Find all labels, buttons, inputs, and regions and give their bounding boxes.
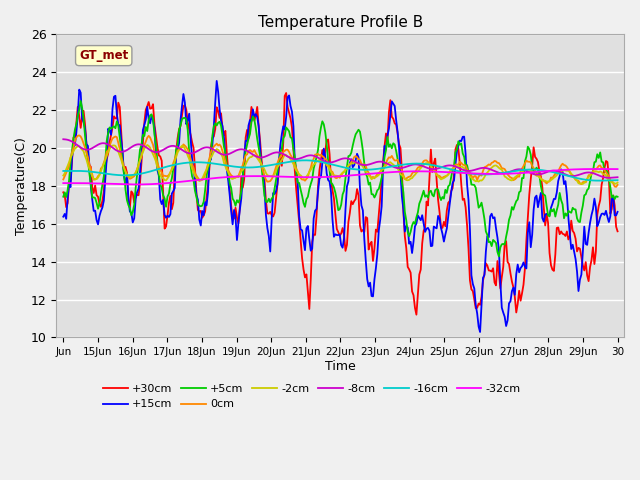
-2cm bbox=[579, 181, 587, 187]
-32cm bbox=[133, 181, 141, 187]
Line: -16cm: -16cm bbox=[63, 160, 618, 180]
-2cm bbox=[612, 181, 620, 187]
-8cm bbox=[537, 171, 545, 177]
-8cm bbox=[95, 141, 103, 147]
-2cm bbox=[95, 172, 103, 178]
+5cm bbox=[77, 98, 84, 104]
+5cm bbox=[495, 253, 503, 259]
-8cm bbox=[78, 145, 86, 151]
-32cm bbox=[538, 168, 546, 174]
+5cm bbox=[456, 142, 463, 147]
-32cm bbox=[592, 166, 600, 172]
Line: 0cm: 0cm bbox=[63, 135, 618, 187]
-2cm bbox=[614, 180, 621, 186]
0cm bbox=[456, 159, 463, 165]
Line: -32cm: -32cm bbox=[63, 169, 618, 184]
-32cm bbox=[60, 180, 67, 186]
-8cm bbox=[611, 175, 618, 180]
-32cm bbox=[456, 170, 463, 176]
+30cm bbox=[95, 201, 103, 207]
-8cm bbox=[614, 174, 621, 180]
-8cm bbox=[344, 156, 352, 162]
-16cm bbox=[346, 166, 354, 171]
-2cm bbox=[78, 147, 86, 153]
-32cm bbox=[78, 180, 86, 186]
+15cm bbox=[614, 209, 621, 215]
+5cm bbox=[60, 194, 67, 200]
0cm bbox=[80, 141, 88, 146]
-32cm bbox=[612, 166, 620, 172]
+5cm bbox=[80, 116, 88, 122]
Y-axis label: Temperature(C): Temperature(C) bbox=[15, 137, 28, 235]
0cm bbox=[76, 132, 83, 138]
+30cm bbox=[346, 210, 354, 216]
-16cm bbox=[614, 177, 621, 183]
Title: Temperature Profile B: Temperature Profile B bbox=[258, 15, 423, 30]
-32cm bbox=[95, 180, 103, 186]
+5cm bbox=[346, 153, 354, 158]
+30cm bbox=[540, 204, 548, 210]
+30cm bbox=[282, 90, 290, 96]
Line: +5cm: +5cm bbox=[63, 101, 618, 256]
+15cm bbox=[540, 219, 548, 225]
-8cm bbox=[605, 175, 612, 180]
-16cm bbox=[78, 168, 86, 174]
-16cm bbox=[612, 177, 620, 183]
+30cm bbox=[612, 224, 620, 229]
Legend: +30cm, +15cm, +5cm, 0cm, -2cm, -8cm, -16cm, -32cm: +30cm, +15cm, +5cm, 0cm, -2cm, -8cm, -16… bbox=[99, 379, 525, 414]
+15cm bbox=[95, 213, 103, 219]
0cm bbox=[346, 161, 354, 167]
-32cm bbox=[614, 166, 621, 172]
+30cm bbox=[413, 312, 420, 318]
-2cm bbox=[346, 161, 354, 167]
+5cm bbox=[97, 191, 105, 197]
+30cm bbox=[614, 228, 621, 234]
+15cm bbox=[213, 78, 221, 84]
Line: +30cm: +30cm bbox=[63, 93, 618, 315]
-2cm bbox=[538, 178, 546, 183]
0cm bbox=[97, 166, 105, 171]
-16cm bbox=[538, 168, 546, 173]
-2cm bbox=[60, 173, 67, 179]
Line: -2cm: -2cm bbox=[63, 145, 618, 184]
+15cm bbox=[456, 138, 463, 144]
X-axis label: Time: Time bbox=[325, 360, 356, 373]
-16cm bbox=[301, 157, 309, 163]
0cm bbox=[614, 182, 621, 188]
+30cm bbox=[60, 190, 67, 195]
+5cm bbox=[612, 193, 620, 199]
Line: -8cm: -8cm bbox=[63, 139, 618, 178]
-2cm bbox=[456, 164, 463, 169]
Line: +15cm: +15cm bbox=[63, 81, 618, 332]
0cm bbox=[611, 183, 618, 189]
Text: GT_met: GT_met bbox=[79, 49, 129, 62]
-16cm bbox=[456, 168, 463, 174]
+5cm bbox=[540, 192, 548, 197]
+30cm bbox=[458, 181, 465, 187]
+15cm bbox=[612, 213, 620, 218]
+15cm bbox=[60, 214, 67, 219]
+5cm bbox=[614, 194, 621, 200]
0cm bbox=[612, 184, 620, 190]
-16cm bbox=[95, 170, 103, 176]
-16cm bbox=[595, 178, 603, 183]
+15cm bbox=[346, 160, 354, 166]
0cm bbox=[60, 177, 67, 182]
0cm bbox=[538, 177, 546, 182]
-8cm bbox=[60, 136, 67, 142]
-32cm bbox=[346, 173, 354, 179]
-8cm bbox=[454, 165, 462, 171]
+30cm bbox=[78, 114, 86, 120]
+15cm bbox=[78, 116, 86, 121]
-2cm bbox=[143, 142, 151, 148]
+15cm bbox=[476, 329, 484, 335]
-16cm bbox=[60, 168, 67, 174]
